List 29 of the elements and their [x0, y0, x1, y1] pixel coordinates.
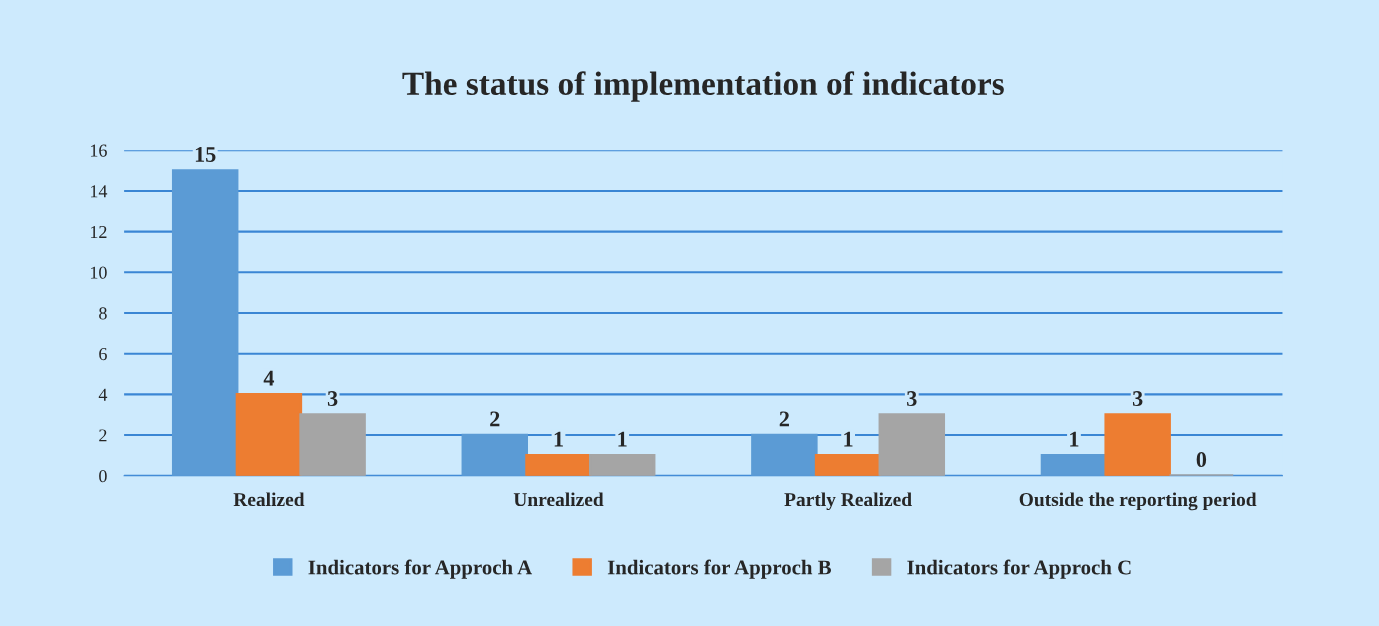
data-label: 3 [907, 391, 917, 407]
data-label: 3 [327, 391, 338, 407]
data-label: 1 [1070, 431, 1079, 447]
y-tick-label: 12 [90, 225, 107, 238]
y-tick-label: 16 [90, 144, 107, 157]
legend-label: Indicators for Approch A [308, 559, 533, 579]
data-label: 15 [195, 147, 216, 162]
x-tick-label: Partly Realized [784, 492, 912, 511]
y-tick-label: 4 [98, 388, 108, 401]
y-tick-label: 6 [99, 348, 107, 361]
data-label: 3 [1132, 391, 1143, 407]
y-tick-label: 14 [90, 185, 108, 198]
data-label: 2 [490, 411, 500, 427]
x-tick-label: Realized [233, 492, 305, 507]
data-label: 0 [1196, 452, 1207, 468]
chart-title: The status of implementation of indicators [402, 71, 1004, 102]
y-tick-label: 8 [99, 307, 107, 320]
x-tick-label: Outside the reporting period [1019, 492, 1257, 511]
data-label: 1 [844, 431, 853, 447]
x-tick-label: Unrealized [513, 492, 604, 507]
y-tick-label: 10 [90, 266, 107, 279]
data-label: 2 [779, 411, 789, 427]
data-label: 1 [554, 431, 563, 447]
data-label: 4 [263, 370, 275, 386]
legend-label: Indicators for Approch C [907, 559, 1131, 579]
data-label: 1 [618, 431, 627, 447]
legend-label: Indicators for Approch B [607, 559, 832, 579]
y-tick-label: 0 [99, 470, 107, 483]
y-tick-label: 2 [99, 429, 107, 442]
